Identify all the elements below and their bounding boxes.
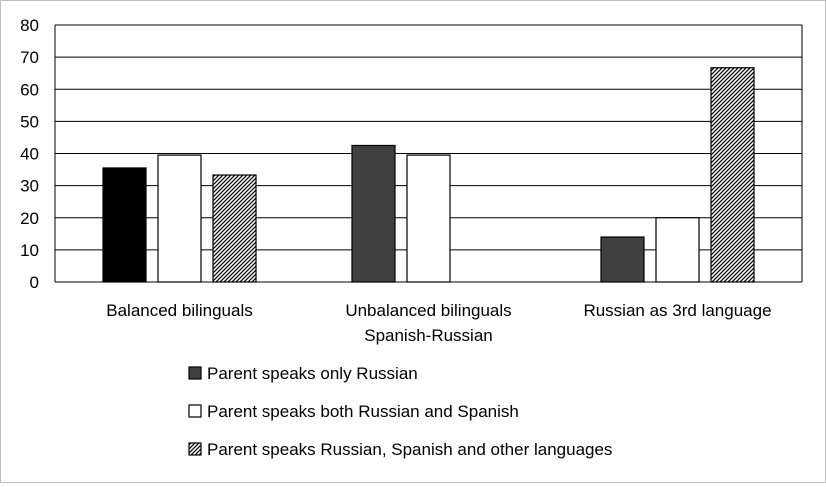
y-tick-label: 0 <box>30 273 39 292</box>
legend-label-1: Parent speaks only Russian <box>207 364 418 383</box>
bar-series2-cat2 <box>406 154 451 283</box>
x-category-label: Balanced bilinguals <box>106 301 253 320</box>
y-tick-label: 70 <box>20 48 39 67</box>
legend-swatch-3 <box>188 442 202 456</box>
bar-series1-cat1 <box>102 167 147 283</box>
bar-series3-cat3 <box>710 67 755 283</box>
bar-series3-cat1 <box>212 174 257 283</box>
legend-label-2: Parent speaks both Russian and Spanish <box>207 402 519 421</box>
y-axis-tick-labels: 0 10 20 30 40 50 60 70 80 <box>20 16 39 292</box>
y-tick-label: 40 <box>20 145 39 164</box>
legend-swatch-1 <box>188 366 202 380</box>
y-tick-label: 60 <box>20 80 39 99</box>
y-tick-label: 20 <box>20 209 39 228</box>
x-category-label: Russian as 3rd language <box>583 301 771 320</box>
y-tick-label: 30 <box>20 177 39 196</box>
bar-series1-cat3 <box>600 236 645 283</box>
x-category-label: Spanish-Russian <box>364 326 493 345</box>
x-category-label: Unbalanced bilinguals <box>345 301 511 320</box>
legend: Parent speaks only Russian Parent speaks … <box>188 364 612 459</box>
bar-series1-cat2 <box>351 144 396 283</box>
y-tick-label: 50 <box>20 112 39 131</box>
y-tick-label: 10 <box>20 241 39 260</box>
legend-swatch-2 <box>188 404 202 418</box>
x-axis-category-labels: Balanced bilinguals Unbalanced bilinguals… <box>106 301 771 345</box>
bars <box>102 67 755 283</box>
bar-series2-cat3 <box>655 217 700 283</box>
y-tick-label: 80 <box>20 16 39 35</box>
bar-series2-cat1 <box>157 154 202 283</box>
legend-label-3: Parent speaks Russian, Spanish and other… <box>207 440 612 459</box>
